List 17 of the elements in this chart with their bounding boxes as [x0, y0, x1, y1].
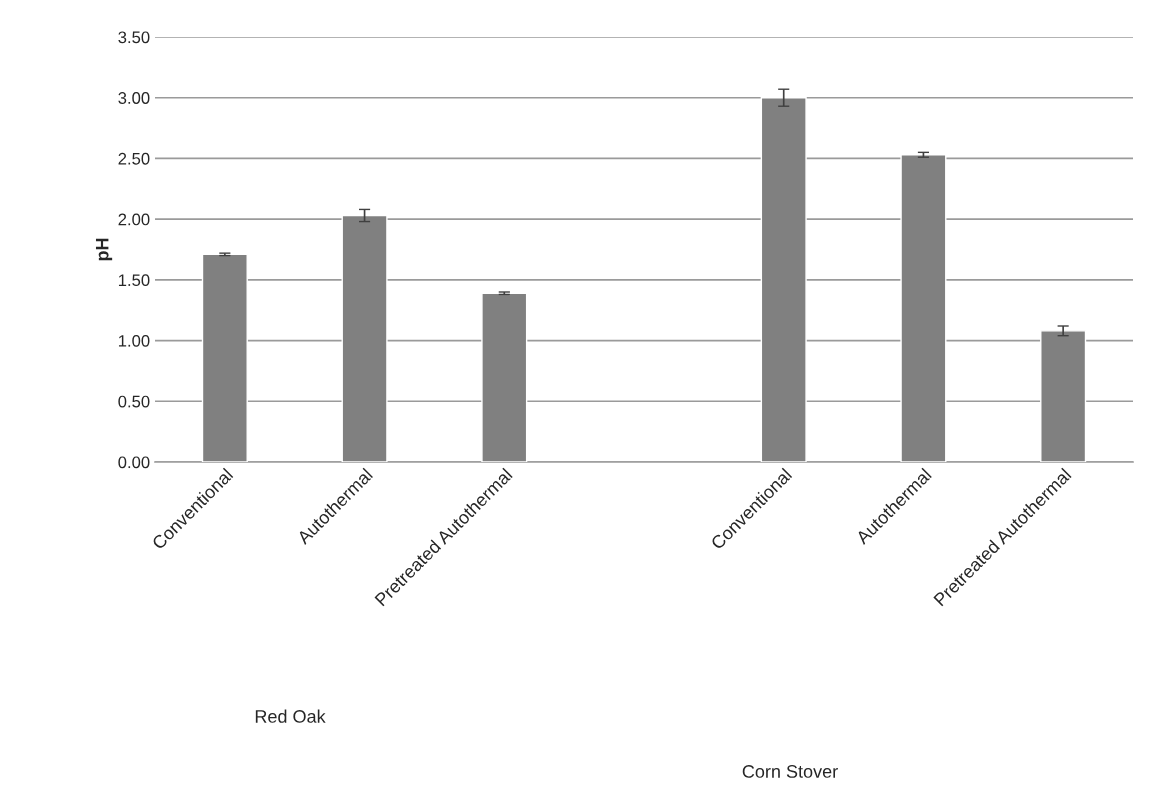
- text: Corn Stover: [742, 765, 838, 778]
- bar: [760, 97, 807, 462]
- y-tick-label: 0.50: [118, 395, 150, 408]
- bar: [1040, 330, 1087, 462]
- y-tick-label: 1.00: [118, 334, 150, 347]
- y-tick-label: 0.00: [118, 456, 150, 469]
- bar: [201, 253, 248, 462]
- bar: [900, 154, 947, 462]
- y-tick-label: 3.50: [118, 31, 150, 44]
- bar: [341, 214, 388, 462]
- y-tick-label: 2.00: [118, 213, 150, 226]
- y-axis-title: pH: [95, 238, 113, 261]
- bar: [481, 292, 528, 462]
- y-tick-label: 2.50: [118, 152, 150, 165]
- text: Red Oak: [255, 709, 326, 723]
- y-tick-label: 1.50: [118, 274, 150, 287]
- y-tick-label: 3.00: [118, 92, 150, 104]
